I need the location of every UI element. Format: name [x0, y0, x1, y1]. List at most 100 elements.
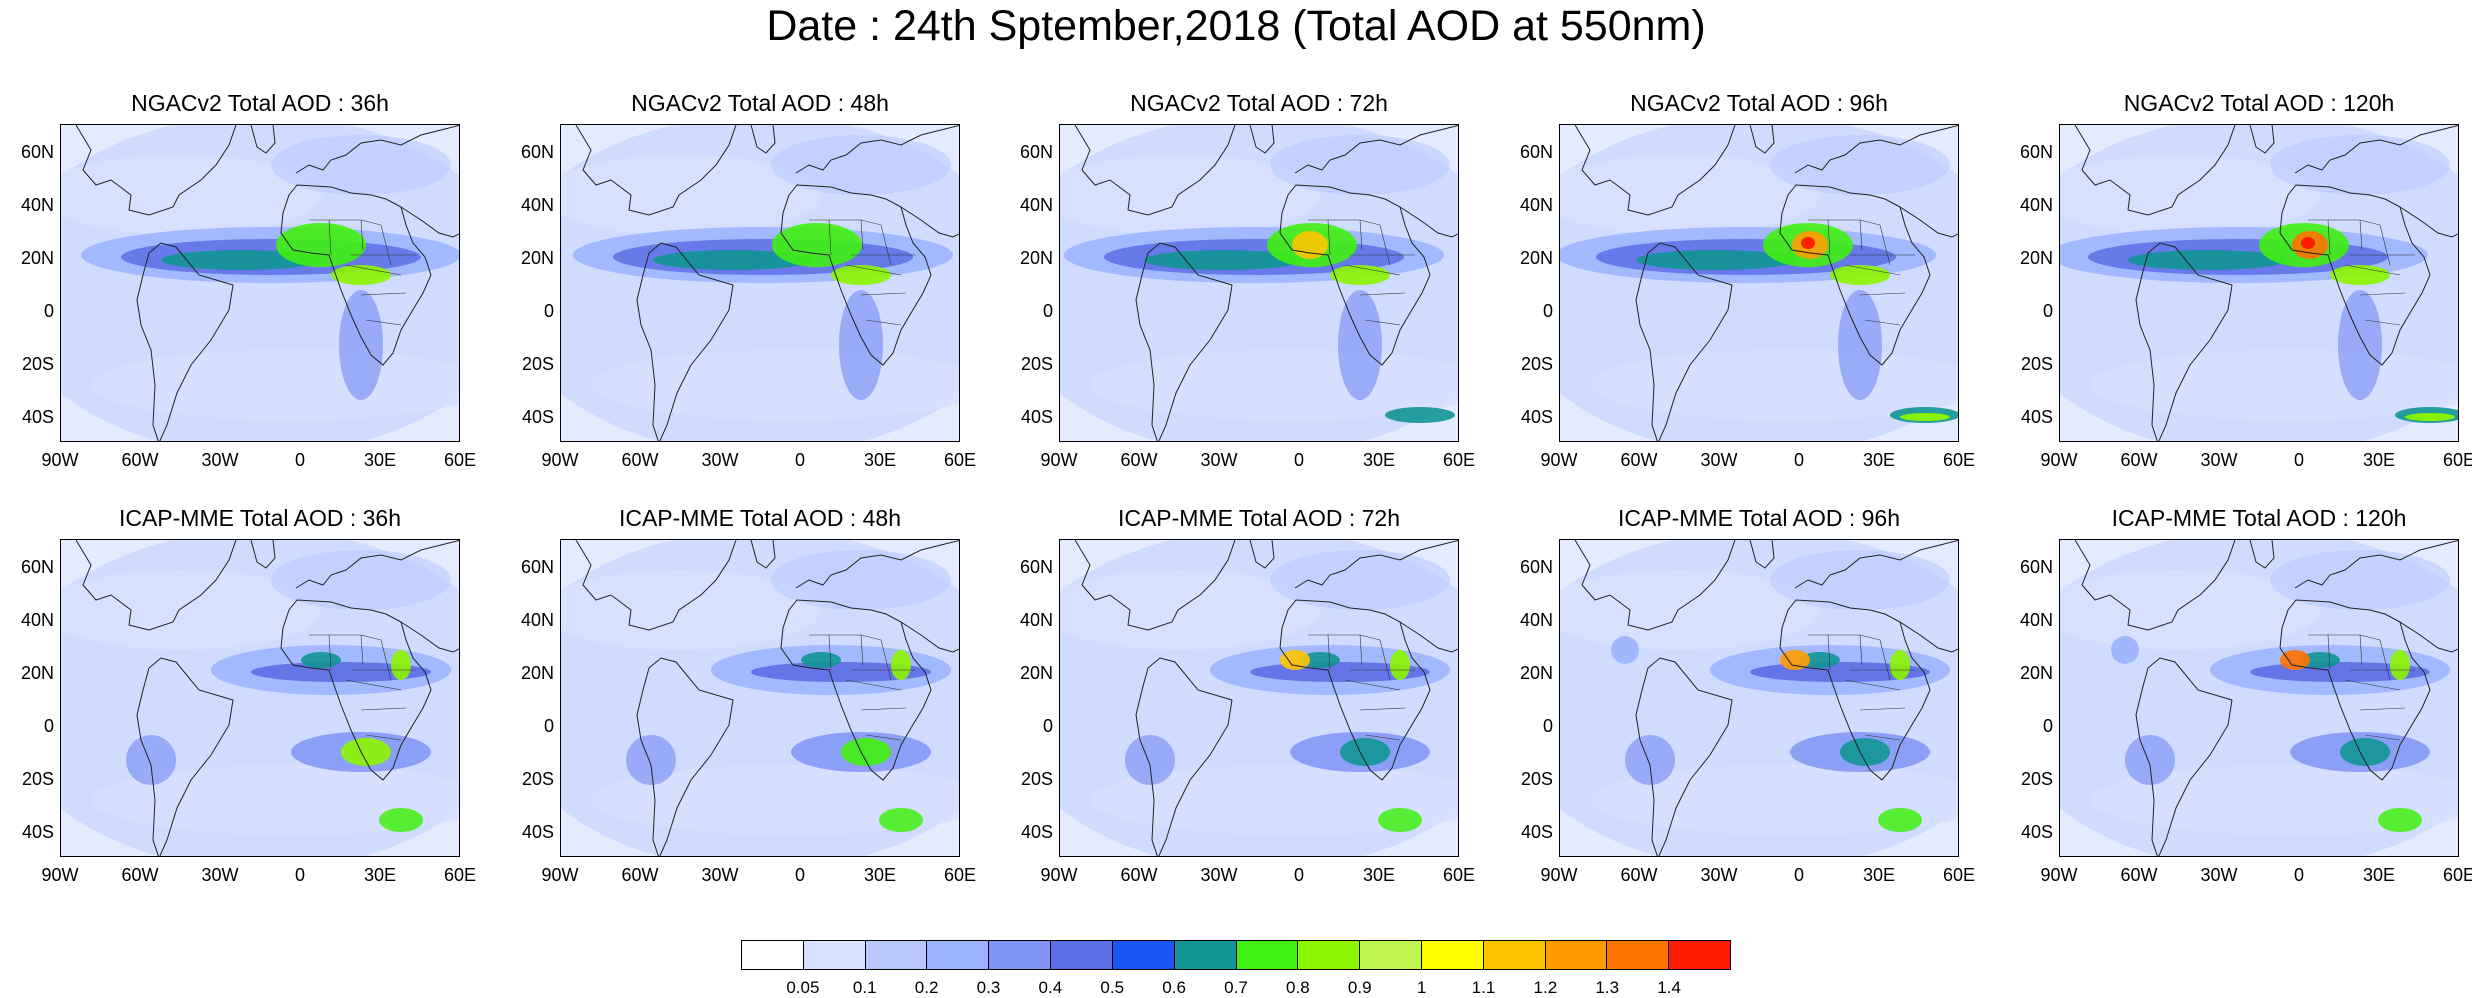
country-border — [1344, 254, 1415, 326]
lat-tick-label: 40S — [1520, 407, 1553, 427]
country-border — [1308, 219, 1391, 266]
aod-plume — [801, 652, 841, 668]
lon-tick-label: 30E — [863, 450, 897, 470]
lon-tick-label: 30E — [363, 450, 397, 470]
lon-tick-label: 30W — [2200, 450, 2238, 470]
coastline — [2249, 125, 2275, 154]
country-border — [2308, 634, 2391, 681]
aod-plume — [1636, 250, 1796, 270]
lon-tick-label: 30E — [363, 865, 397, 885]
lon-tick-label: 90W — [541, 865, 579, 885]
aod-plume — [1090, 765, 1458, 835]
coastline — [136, 657, 234, 856]
aod-plume — [626, 735, 676, 785]
lon-tick-label: 30W — [701, 450, 739, 470]
lon-tick-label: 30W — [2200, 865, 2238, 885]
lat-tick-label: 0 — [43, 716, 54, 736]
map-panel: ICAP-MME Total AOD : 72h 60N 40N 20N 0 20S 40S… — [1001, 505, 1481, 905]
country-border — [1808, 219, 1891, 266]
aod-plume — [1125, 735, 1175, 785]
lat-tick-label: 20S — [1520, 354, 1553, 374]
colorbar-swatch — [803, 941, 866, 969]
lat-tick-label: 20S — [521, 769, 554, 789]
lat-tick-label: 20S — [2020, 354, 2053, 374]
aod-plume — [771, 550, 951, 610]
coastline — [1794, 125, 1958, 174]
coastline — [1279, 184, 1431, 366]
aod-plume — [653, 250, 813, 270]
coastline — [1249, 540, 1275, 569]
aod-plume — [891, 650, 911, 680]
lat-tick-label: 20N — [1019, 663, 1053, 683]
aod-plume — [1270, 550, 1450, 610]
lon-tick-label: 90W — [41, 450, 79, 470]
lon-tick-label: 60W — [121, 865, 159, 885]
aod-plume — [126, 735, 176, 785]
aod-plume — [561, 570, 821, 650]
lat-tick-label: 20N — [1019, 248, 1053, 268]
lat-tick-label: 0 — [543, 301, 554, 321]
aod-plume — [771, 135, 951, 195]
panel-title: NGACv2 Total AOD : 36h — [131, 90, 389, 116]
aod-plume — [2280, 650, 2310, 670]
lon-tick-label: 30W — [1200, 450, 1238, 470]
aod-plume — [1590, 765, 1958, 835]
lon-tick-label: 60W — [1120, 865, 1158, 885]
coastline — [1399, 206, 1458, 238]
coastline — [2294, 125, 2458, 174]
coastline — [636, 657, 734, 856]
lon-tick-label: 60E — [2442, 450, 2472, 470]
aod-map — [2059, 124, 2459, 442]
aod-plume — [2390, 650, 2410, 680]
country-border — [1844, 254, 1915, 326]
panel-title: ICAP-MME Total AOD : 36h — [118, 505, 402, 531]
coastline — [795, 125, 959, 174]
lon-tick-label: 60W — [1620, 865, 1658, 885]
aod-plume — [1838, 290, 1882, 400]
lat-tick-label: 40N — [2019, 610, 2053, 630]
panel-title: NGACv2 Total AOD : 120h — [2123, 90, 2395, 116]
aod-plume — [2338, 290, 2382, 400]
coastline — [2399, 621, 2458, 653]
coastline — [136, 242, 234, 441]
aod-plume — [271, 550, 451, 610]
coastline — [1399, 621, 1458, 653]
colorbar-swatch — [1421, 941, 1484, 969]
aod-plume — [2270, 135, 2450, 195]
aod-plume — [276, 223, 366, 267]
country-border — [309, 219, 392, 266]
lon-tick-label: 60E — [2442, 865, 2472, 885]
lon-tick-label: 0 — [794, 450, 805, 470]
lat-tick-label: 40N — [1019, 195, 1053, 215]
lon-tick-label: 30E — [2362, 450, 2396, 470]
lat-tick-label: 60N — [20, 557, 54, 577]
coastline — [750, 540, 776, 569]
coastline — [1574, 540, 1736, 631]
colorbar-label: 1.4 — [1657, 978, 1681, 997]
lat-tick-label: 40S — [21, 407, 54, 427]
colorbar-label: 0.05 — [786, 978, 820, 997]
aod-plume — [2301, 237, 2315, 249]
panel-title: NGACv2 Total AOD : 96h — [1630, 90, 1888, 116]
lon-tick-label: 0 — [2293, 450, 2304, 470]
aod-plume — [1390, 650, 1410, 680]
coastline — [1635, 242, 1733, 441]
lat-tick-label: 40N — [1019, 610, 1053, 630]
aod-plume — [1300, 652, 1340, 668]
lat-tick-label: 60N — [2019, 142, 2053, 162]
aod-plume — [331, 265, 391, 285]
coastline — [1899, 206, 1958, 238]
lat-tick-label: 0 — [1042, 301, 1053, 321]
country-border — [1344, 669, 1415, 741]
lon-tick-label: 30W — [201, 450, 239, 470]
lat-tick-label: 0 — [1042, 716, 1053, 736]
lat-tick-label: 20N — [20, 248, 54, 268]
colorbar-swatch — [742, 941, 804, 969]
aod-map — [560, 124, 960, 442]
colorbar-label: 0.4 — [1038, 978, 1063, 997]
aod-plume — [1338, 290, 1382, 400]
lat-tick-label: 20N — [2019, 248, 2053, 268]
country-border — [809, 219, 892, 266]
aod-plume — [251, 662, 431, 682]
aod-plume — [1830, 265, 1890, 285]
